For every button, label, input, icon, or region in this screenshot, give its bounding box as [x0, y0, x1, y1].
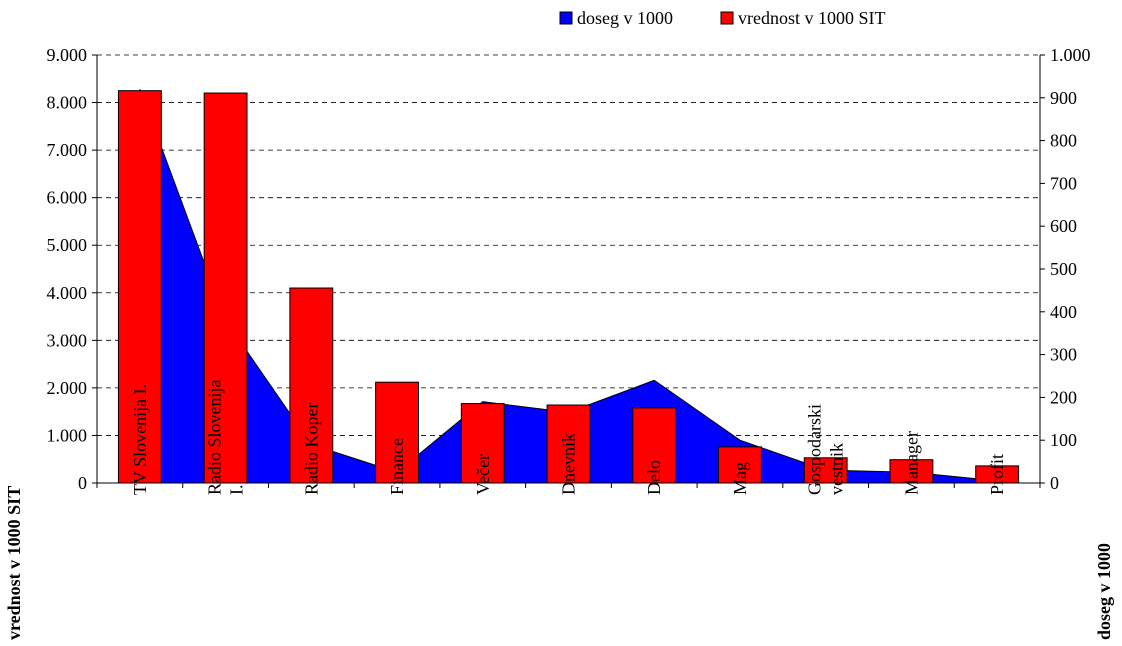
- bar: [546, 404, 591, 484]
- x-tick-label: Profit: [987, 454, 1007, 495]
- y-tick-label: 1.000: [47, 425, 88, 445]
- x-tick-label: Finance: [387, 438, 407, 495]
- legend-swatch: [720, 11, 734, 25]
- y-tick-label: 9.000: [47, 45, 88, 65]
- y2-tick-label: 500: [1050, 259, 1077, 279]
- legend-swatch: [559, 11, 573, 25]
- x-tick-label: Mag: [730, 462, 750, 495]
- x-tick-label: Radio Slovenija I.: [205, 380, 247, 496]
- x-tick-label: Delo: [644, 460, 664, 495]
- y2-tick-label: 200: [1050, 387, 1077, 407]
- bar: [460, 403, 505, 484]
- y-tick-label: 5.000: [47, 235, 88, 255]
- x-tick-label: TV Slovenija I.: [130, 384, 150, 495]
- y-tick-label: 2.000: [47, 378, 88, 398]
- y2-tick-label: 300: [1050, 345, 1077, 365]
- legend-label: doseg v 1000: [577, 8, 673, 28]
- y-tick-label: 0: [78, 473, 87, 493]
- legend-label: vrednost v 1000 SIT: [738, 8, 886, 28]
- y-tick-label: 6.000: [47, 188, 88, 208]
- bar: [632, 407, 677, 484]
- x-tick-label: Gospodarski vestnik: [805, 404, 847, 495]
- y-tick-label: 4.000: [47, 283, 88, 303]
- y-tick-label: 3.000: [47, 330, 88, 350]
- bar: [375, 381, 419, 484]
- y2-tick-label: 100: [1050, 430, 1077, 450]
- y-axis-title: vrednost v 1000 SIT: [4, 486, 24, 640]
- bar: [203, 92, 248, 484]
- bar: [803, 457, 848, 484]
- y2-tick-label: 900: [1050, 88, 1077, 108]
- y2-tick-label: 0: [1050, 473, 1059, 493]
- x-tick-label: Radio Koper: [301, 403, 321, 495]
- y-tick-label: 8.000: [47, 93, 88, 113]
- x-tick-label: Večer: [473, 454, 493, 495]
- y2-tick-label: 800: [1050, 131, 1077, 151]
- x-tick-label: Dnevnik: [559, 433, 579, 495]
- y2-tick-label: 600: [1050, 216, 1077, 236]
- bar: [289, 287, 334, 484]
- bar: [117, 90, 162, 484]
- y-tick-label: 7.000: [47, 140, 88, 160]
- y2-axis-title: doseg v 1000: [1094, 543, 1114, 640]
- y2-tick-label: 1.000: [1050, 45, 1091, 65]
- y2-tick-label: 700: [1050, 173, 1077, 193]
- y2-tick-label: 400: [1050, 302, 1077, 322]
- x-tick-label: Manager: [901, 431, 921, 495]
